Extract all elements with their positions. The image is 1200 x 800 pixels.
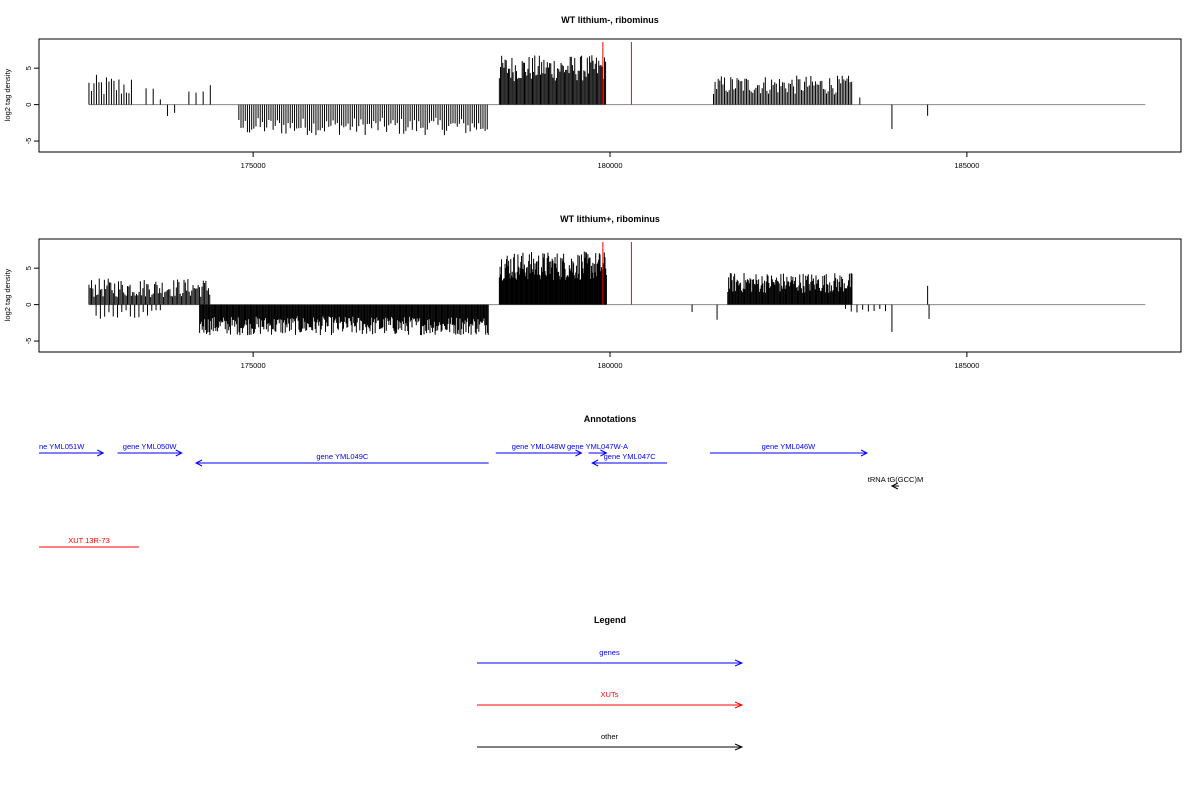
feature-arrows: ne YML051W gene YML050W gene YML049C gene Y… — [39, 442, 923, 548]
feature-label: gene YML050W — [123, 442, 178, 451]
arrow-head-icon — [890, 482, 899, 490]
legend-title: Legend — [594, 615, 626, 625]
arrow-head-icon — [734, 701, 744, 709]
axes: -5 0 5 175000 180000 185000 — [24, 266, 979, 370]
feature-ne-yml051w: ne YML051W — [39, 442, 105, 457]
feature-gene-yml047c: gene YML047C — [591, 452, 668, 467]
arrow-head-icon — [175, 449, 183, 457]
feature-label: gene YML046W — [762, 442, 817, 451]
legend-item-other: other — [477, 732, 744, 751]
arrow-head-icon — [591, 459, 599, 467]
annotations-title: Annotations — [584, 414, 637, 424]
feature-label: tRNA tG(GCC)M — [868, 475, 923, 484]
arrow-head-icon — [600, 449, 608, 457]
feature-gene-yml046w: gene YML046W — [709, 442, 869, 457]
feature-label: gene YML048W — [512, 442, 567, 451]
x-tick-label: 180000 — [597, 361, 622, 370]
signal-bars — [88, 242, 1146, 336]
density-panel-lithium-minus: WT lithium-, ribominus log2 tag density … — [3, 15, 1182, 170]
x-tick-label: 175000 — [241, 161, 266, 170]
arrow-head-icon — [575, 449, 583, 457]
y-tick-label: 0 — [24, 103, 33, 107]
feature-label: gene YML049C — [316, 452, 369, 461]
feature-label: gene YML047C — [604, 452, 657, 461]
y-tick-label: 0 — [24, 303, 33, 307]
y-tick-label: 5 — [24, 66, 33, 70]
feature-label: ne YML051W — [39, 442, 85, 451]
legend-label: genes — [599, 648, 620, 657]
feature-xut-13r-73: XUT 13R-73 — [39, 536, 139, 548]
legend: Legend genes XUTs other — [477, 615, 744, 751]
arrow-head-icon — [734, 659, 744, 667]
x-tick-label: 185000 — [954, 161, 979, 170]
legend-label: other — [601, 732, 619, 741]
axes: -5 0 5 175000 180000 185000 — [24, 66, 979, 170]
legend-item-genes: genes — [477, 648, 744, 667]
density-panel-lithium-plus: WT lithium+, ribominus log2 tag density … — [3, 214, 1182, 370]
arrow-head-icon — [860, 449, 869, 457]
x-tick-label: 180000 — [597, 161, 622, 170]
y-axis-label: log2 tag density — [3, 68, 12, 121]
arrow-head-icon — [97, 449, 105, 457]
arrow-head-icon — [194, 459, 203, 467]
y-tick-label: -5 — [24, 338, 33, 345]
panel-title: WT lithium-, ribominus — [561, 15, 659, 25]
feature-gene-yml048w: gene YML048W — [495, 442, 583, 457]
legend-label: XUTs — [601, 690, 619, 699]
y-tick-label: -5 — [24, 138, 33, 145]
legend-items: genes XUTs other — [477, 648, 744, 751]
signal-bars — [88, 42, 1146, 136]
annotations-track: Annotations ne YML051W gene YML050W gene Y… — [39, 414, 923, 548]
panel-title: WT lithium+, ribominus — [560, 214, 660, 224]
feature-trna-tg-gcc-m: tRNA tG(GCC)M — [868, 475, 923, 490]
feature-gene-yml049c: gene YML049C — [194, 452, 489, 467]
feature-gene-yml050w: gene YML050W — [117, 442, 183, 457]
feature-label: gene YML047W-A — [567, 442, 628, 451]
x-tick-label: 175000 — [241, 361, 266, 370]
legend-item-xuts: XUTs — [477, 690, 744, 709]
y-tick-label: 5 — [24, 266, 33, 270]
x-tick-label: 185000 — [954, 361, 979, 370]
feature-gene-yml047w-a: gene YML047W-A — [567, 442, 628, 457]
feature-label: XUT 13R-73 — [68, 536, 110, 545]
arrow-head-icon — [734, 743, 744, 751]
y-axis-label: log2 tag density — [3, 268, 12, 321]
